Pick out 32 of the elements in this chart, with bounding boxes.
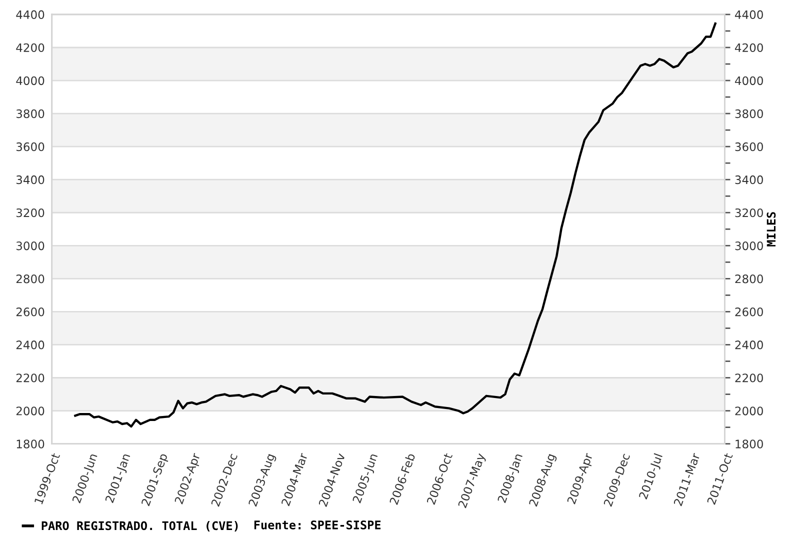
y2-tick-label: 2000 — [735, 406, 763, 416]
y-tick-label: 4400 — [16, 10, 44, 20]
y-tick-label: 2600 — [16, 308, 44, 316]
y2-tick-label: 3200 — [735, 208, 763, 218]
y2-tick-label: 3400 — [735, 175, 763, 184]
source-note: Fuente: SPEE-SISPE — [254, 520, 381, 530]
y2-tick-label: 2400 — [735, 340, 763, 350]
y-tick-label: 3000 — [16, 241, 44, 250]
legend-label: PARO REGISTRADO. TOTAL (CVE) — [42, 521, 238, 532]
y2-tick-label: 3600 — [735, 142, 763, 152]
y-tick-label: 2400 — [16, 340, 44, 350]
y2-tick-label: 4000 — [734, 76, 763, 86]
y2-tick-label: 3000 — [735, 241, 763, 250]
y2-tick-label: 2600 — [735, 308, 763, 316]
y-tick-label: 4200 — [16, 43, 44, 52]
y2-tick-label: 2200 — [735, 374, 763, 382]
y-tick-label: 3800 — [16, 109, 44, 118]
y-tick-label: 3200 — [16, 208, 44, 218]
y2-tick-label: 4200 — [734, 43, 763, 52]
y2-tick-label: 1800 — [736, 440, 763, 448]
line-series — [74, 22, 716, 428]
y2-tick-label: 3800 — [735, 109, 763, 118]
y-tick-label: 2000 — [16, 406, 44, 416]
y2-axis-title: MILES — [766, 212, 776, 246]
y-tick-label: 3600 — [16, 142, 44, 152]
y-tick-label: 2800 — [16, 274, 44, 284]
y2-tick-label: 4400 — [734, 10, 763, 20]
y-tick-label: 1800 — [16, 440, 44, 448]
y-tick-label: 3400 — [16, 175, 44, 184]
y-tick-label: 4000 — [16, 76, 44, 86]
y2-tick-label: 2800 — [735, 274, 763, 284]
y-tick-label: 2200 — [16, 374, 44, 382]
